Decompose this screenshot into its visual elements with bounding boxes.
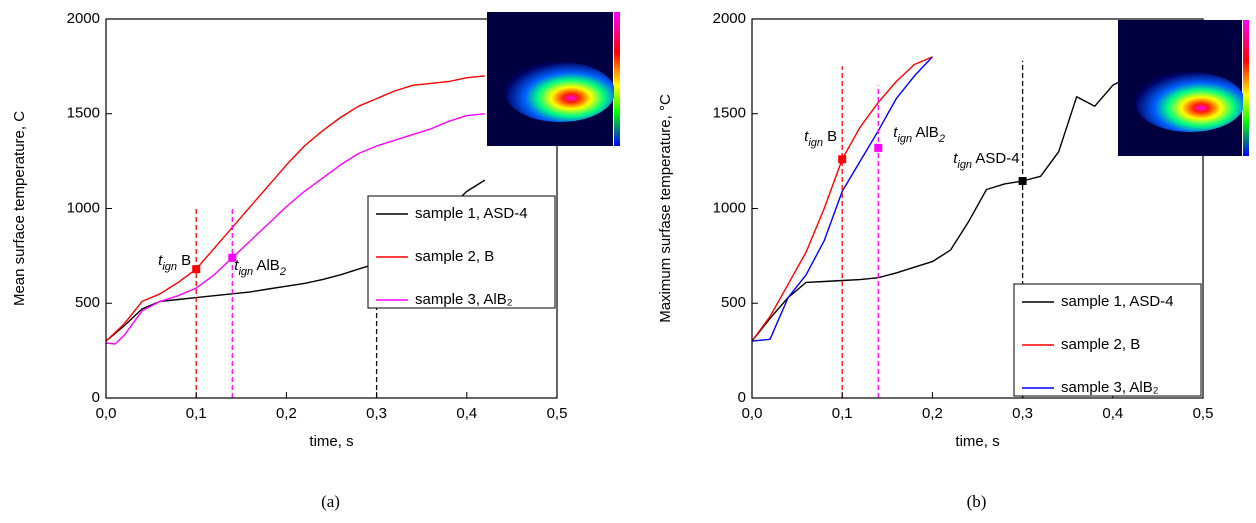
legend-label: sample 2, B — [1061, 336, 1140, 353]
label-part: ASD-4 — [972, 150, 1020, 167]
ignition-label: tign B — [804, 128, 837, 149]
label-part: ign — [808, 137, 823, 149]
label-part: B — [823, 128, 837, 145]
y-tick-label: 1000 — [713, 199, 746, 216]
y-tick-label: 1500 — [67, 105, 100, 122]
y-tick-label: 0 — [92, 389, 100, 406]
legend-label: sample 2, B — [415, 248, 494, 265]
ignition-label: tign AlB2 — [234, 257, 286, 278]
y-axis-label: Maximum surfase temperature, °C — [657, 94, 674, 323]
label-part: AlB — [253, 257, 280, 274]
ignition-label: tign AlB2 — [893, 124, 945, 145]
x-tick-label: 0,4 — [1102, 405, 1123, 422]
y-tick-label: 500 — [75, 294, 100, 311]
x-tick-label: 0,1 — [832, 405, 853, 422]
thermal-inset — [1118, 20, 1249, 156]
legend-label: sample 3, AlB₂ — [415, 291, 513, 308]
caption: (a) — [321, 492, 340, 511]
x-tick-label: 0,1 — [186, 405, 207, 422]
label-part: AlB — [912, 124, 939, 141]
label-part: 2 — [938, 133, 945, 145]
y-tick-label: 2000 — [713, 10, 746, 27]
x-tick-label: 0,3 — [1012, 405, 1033, 422]
ignition-point — [874, 143, 883, 152]
ignition-point — [1018, 177, 1027, 186]
x-tick-label: 0,2 — [922, 405, 943, 422]
ignition-label: tign B — [158, 252, 191, 273]
series-line — [751, 56, 933, 342]
label-part: ign — [162, 261, 177, 273]
series-line — [105, 75, 485, 342]
series-line — [751, 75, 1132, 342]
x-tick-label: 0,4 — [456, 405, 477, 422]
thermal-inset — [487, 12, 620, 146]
y-tick-label: 0 — [738, 389, 746, 406]
x-tick-label: 0,0 — [96, 405, 117, 422]
label-part: ign — [238, 266, 253, 278]
label-part: t — [893, 124, 898, 141]
legend-label: sample 1, ASD-4 — [1061, 293, 1174, 310]
label-part: 2 — [279, 266, 286, 278]
x-axis-label: time, s — [309, 433, 353, 450]
label-part: t — [234, 257, 239, 274]
ignition-point — [192, 265, 201, 274]
x-tick-label: 0,5 — [1193, 405, 1214, 422]
ignition-point — [838, 155, 847, 164]
x-axis-label: time, s — [955, 433, 999, 450]
y-axis-label: Mean surface temperature, C — [11, 111, 28, 306]
x-tick-label: 0,0 — [742, 405, 763, 422]
label-part: t — [953, 150, 958, 167]
y-tick-label: 1500 — [713, 105, 746, 122]
y-tick-label: 2000 — [67, 10, 100, 27]
ignition-label: tign ASD-4 — [953, 150, 1019, 171]
label-part: t — [158, 252, 163, 269]
y-tick-label: 500 — [721, 294, 746, 311]
series-line — [105, 113, 485, 345]
label-part: ign — [897, 133, 912, 145]
legend-label: sample 1, ASD-4 — [415, 205, 528, 222]
caption: (b) — [967, 492, 987, 511]
x-tick-label: 0,2 — [276, 405, 297, 422]
legend-label: sample 3, AlB₂ — [1061, 379, 1159, 396]
x-tick-label: 0,3 — [366, 405, 387, 422]
x-tick-label: 0,5 — [547, 405, 568, 422]
label-part: t — [804, 128, 809, 145]
ignition-point — [228, 253, 237, 262]
label-part: ign — [957, 159, 972, 171]
y-tick-label: 1000 — [67, 199, 100, 216]
label-part: B — [177, 252, 191, 269]
